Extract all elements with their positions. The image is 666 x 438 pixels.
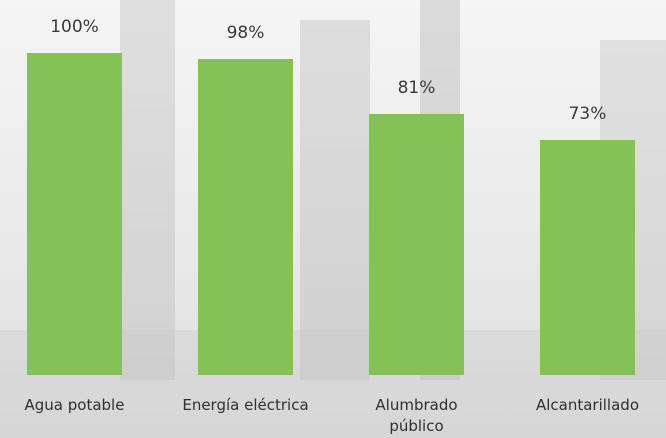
background-tower-left xyxy=(120,0,175,380)
category-label-1: Energía eléctrica xyxy=(171,395,321,416)
value-label-2: 81% xyxy=(397,78,436,99)
bar-0 xyxy=(27,53,122,375)
value-label-3: 73% xyxy=(568,103,607,124)
category-label-3: Alcantarillado xyxy=(513,395,663,416)
bar-1 xyxy=(198,59,293,375)
category-label-line: público xyxy=(389,417,444,435)
category-label-line: Energía eléctrica xyxy=(182,396,309,414)
value-label-0: 100% xyxy=(50,17,99,37)
background-tower-center xyxy=(300,20,370,380)
category-label-2: Alumbrado público xyxy=(342,395,492,437)
category-label-line: Alumbrado xyxy=(375,396,458,414)
value-label-1: 98% xyxy=(226,23,265,44)
bar-2 xyxy=(369,114,464,375)
category-label-line: Agua potable xyxy=(24,396,125,414)
bar-3 xyxy=(540,139,635,375)
category-label-line: Alcantarillado xyxy=(535,396,639,414)
category-label-0: Agua potable xyxy=(0,395,150,416)
